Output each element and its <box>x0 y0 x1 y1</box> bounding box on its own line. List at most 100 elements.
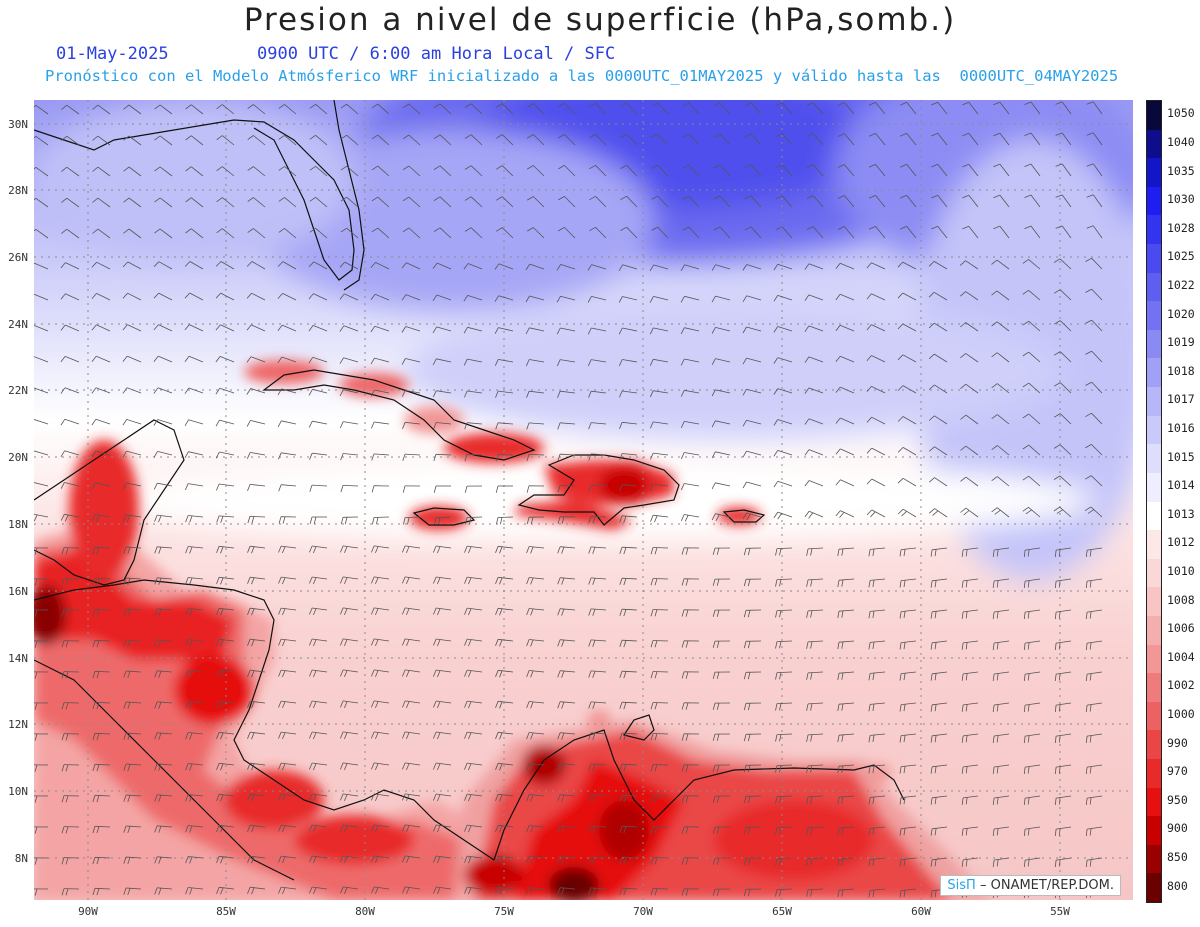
wind-barb-flag <box>189 701 193 709</box>
lat-label: 18N <box>8 518 28 531</box>
wind-barb-flag <box>618 264 623 272</box>
wind-barb-flag <box>742 264 748 271</box>
wind-barb-flag <box>184 261 191 267</box>
wind-barb-shaft <box>94 608 111 611</box>
wind-barb-shaft <box>1025 702 1041 706</box>
wind-barb-flag <box>309 793 313 801</box>
wind-barb-shaft <box>374 421 390 425</box>
wind-barb-flag <box>153 483 158 490</box>
wind-barb-shaft <box>840 417 855 425</box>
wind-barb-flag <box>278 576 282 584</box>
wind-barb-shaft <box>1092 101 1103 115</box>
wind-barb-flag <box>526 577 530 585</box>
wind-barb-flag <box>65 640 69 648</box>
wind-barb-shaft <box>776 609 793 611</box>
wind-barb-flag <box>154 546 158 554</box>
wind-barb-shaft <box>467 855 483 859</box>
wind-barb-shaft <box>652 733 669 735</box>
wind-barb-shaft <box>342 485 359 487</box>
wind-barb-flag <box>1087 509 1095 514</box>
wind-barb-flag <box>433 793 437 801</box>
wind-barb-shaft <box>219 545 235 549</box>
wind-barb-shaft <box>870 640 886 643</box>
wind-barb-flag <box>900 101 907 106</box>
wind-barb-shaft <box>719 102 731 115</box>
wind-barb-flag <box>96 702 100 710</box>
wind-barb-shaft <box>963 578 979 582</box>
wind-barb-shaft <box>1059 475 1072 487</box>
wind-barb-flag <box>900 163 907 168</box>
wind-barb-shaft <box>467 886 483 890</box>
wind-barb-shaft <box>1028 506 1041 518</box>
wind-barb-shaft <box>377 196 390 208</box>
wind-barb-shaft <box>1030 101 1041 115</box>
wind-barb-shaft <box>374 793 390 797</box>
wind-barb-flag <box>251 887 255 895</box>
wind-barb-shaft <box>346 165 359 177</box>
wind-barb-flag <box>61 228 68 234</box>
wind-barb-shaft <box>467 390 483 394</box>
wind-barb-flag <box>903 580 906 588</box>
wind-barb-shaft <box>284 197 297 208</box>
wind-barb-flag <box>344 546 348 554</box>
wind-barb-flag <box>992 549 995 558</box>
wind-barb-flag <box>1053 289 1061 294</box>
wind-barb-shaft <box>875 102 886 115</box>
wind-barb-flag <box>406 608 410 616</box>
wind-barb-flag <box>91 387 97 394</box>
wind-barb-flag <box>903 797 906 805</box>
wind-barb-flag <box>123 825 127 833</box>
wind-barb-shaft <box>1056 671 1072 675</box>
wind-barb-flag <box>92 764 96 772</box>
wind-barb-shaft <box>405 855 421 859</box>
wind-barb-shaft <box>188 515 204 518</box>
wind-barb-shaft <box>652 671 669 673</box>
wind-barb-flag <box>837 133 845 137</box>
wind-barb-shaft <box>250 484 266 487</box>
wind-barb-flag <box>1027 766 1030 774</box>
wind-barb-shaft <box>312 731 328 735</box>
wind-barb-shaft <box>777 357 793 363</box>
wind-barb-flag <box>588 608 592 616</box>
wind-barb-shaft <box>281 886 297 890</box>
wind-barb-shaft <box>999 225 1010 239</box>
wind-barb-flag <box>841 641 844 649</box>
wind-barb-flag <box>623 515 627 523</box>
wind-barb-shaft <box>529 794 545 797</box>
wind-barb-flag <box>963 510 970 516</box>
wind-barb-flag <box>1053 382 1061 387</box>
wind-barb-flag <box>837 673 840 681</box>
wind-barb-flag <box>309 484 313 492</box>
wind-barb-shaft <box>838 578 855 581</box>
wind-barb-flag <box>965 797 968 805</box>
wind-barb-flag <box>868 642 871 650</box>
wind-barb-shaft <box>807 671 824 674</box>
wind-barb-flag <box>91 482 96 490</box>
wind-barb-flag <box>277 324 283 331</box>
wind-barb-flag <box>620 226 627 231</box>
wind-barb-shaft <box>777 419 793 425</box>
wind-barb-flag <box>588 391 592 398</box>
wind-barb-shaft <box>219 762 235 766</box>
wind-barb-flag <box>246 292 252 299</box>
wind-barb-flag <box>1085 736 1088 744</box>
wind-barb-flag <box>711 358 716 365</box>
wind-barb-shaft <box>529 327 545 332</box>
wind-barb-flag <box>371 762 375 770</box>
wind-barb-flag <box>464 103 472 108</box>
wind-barb-shaft <box>902 323 917 332</box>
wind-barb-shaft <box>284 166 297 177</box>
wind-barb-shaft <box>933 291 948 301</box>
wind-barb-shaft <box>95 387 111 394</box>
wind-barb-flag <box>682 226 689 231</box>
wind-barb-shaft <box>776 671 793 673</box>
wind-barb-shaft <box>652 702 669 704</box>
wind-barb-flag <box>464 607 468 615</box>
wind-barb-flag <box>433 545 437 553</box>
wind-barb-flag <box>654 671 658 679</box>
wind-barb-shaft <box>405 421 421 425</box>
wind-barb-flag <box>716 733 720 741</box>
wind-barb-shaft <box>870 733 886 736</box>
wind-barb-flag <box>495 134 503 139</box>
wind-barb-flag <box>557 887 561 895</box>
